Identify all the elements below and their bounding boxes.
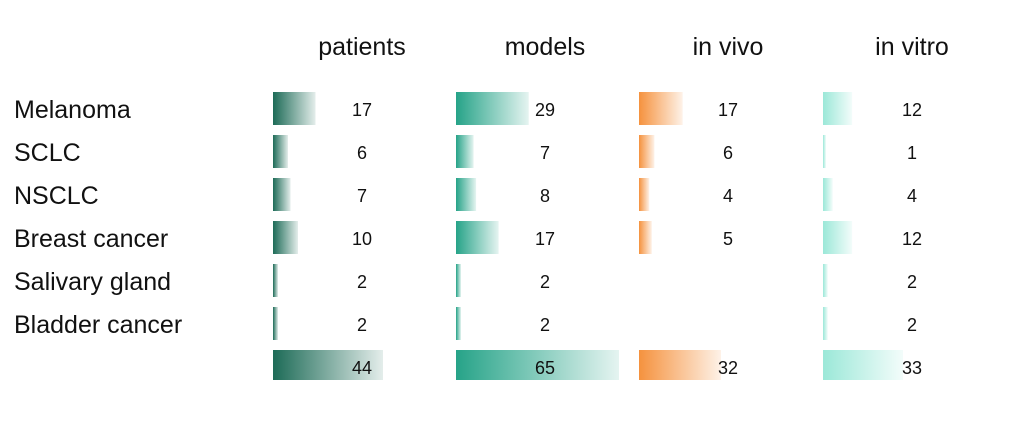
- column-header-in-vitro: in vitro: [875, 33, 949, 61]
- value-bladder-cancer-models: 2: [540, 315, 550, 335]
- row-label-nsclc: NSCLC: [14, 182, 99, 210]
- row-label-sclc: SCLC: [14, 139, 81, 167]
- value-melanoma-in-vitro: 12: [902, 100, 922, 120]
- row-label-melanoma: Melanoma: [14, 96, 131, 124]
- bar-breast-cancer-models: [456, 221, 499, 254]
- bar-salivary-gland-patients: [273, 264, 278, 297]
- bar-nsclc-in-vitro: [823, 178, 833, 211]
- bar-bladder-cancer-patients: [273, 307, 278, 340]
- value-breast-cancer-in-vivo: 5: [723, 229, 733, 249]
- value-breast-cancer-models: 17: [535, 229, 555, 249]
- value-nsclc-in-vivo: 4: [723, 186, 733, 206]
- total-value-models: 65: [535, 358, 555, 378]
- value-sclc-in-vitro: 1: [907, 143, 917, 163]
- column-header-patients: patients: [318, 33, 406, 61]
- bar-salivary-gland-models: [456, 264, 461, 297]
- total-bar-models: [456, 350, 619, 380]
- total-value-in-vitro: 33: [902, 358, 922, 378]
- row-label-bladder-cancer: Bladder cancer: [14, 311, 182, 339]
- value-melanoma-models: 29: [535, 100, 555, 120]
- value-melanoma-in-vivo: 17: [718, 100, 738, 120]
- bar-melanoma-in-vitro: [823, 92, 853, 125]
- value-salivary-gland-in-vitro: 2: [907, 272, 917, 292]
- bar-salivary-gland-in-vitro: [823, 264, 828, 297]
- total-value-patients: 44: [352, 358, 372, 378]
- bar-bladder-cancer-models: [456, 307, 461, 340]
- bar-melanoma-models: [456, 92, 529, 125]
- value-salivary-gland-patients: 2: [357, 272, 367, 292]
- bar-sclc-in-vivo: [639, 135, 655, 168]
- value-breast-cancer-in-vitro: 12: [902, 229, 922, 249]
- value-sclc-models: 7: [540, 143, 550, 163]
- bar-nsclc-in-vivo: [639, 178, 650, 211]
- bar-nsclc-patients: [273, 178, 291, 211]
- total-bar-in-vivo: [639, 350, 721, 380]
- total-bar-patients: [273, 350, 383, 380]
- total-bar-in-vitro: [823, 350, 903, 380]
- value-nsclc-patients: 7: [357, 186, 367, 206]
- total-value-in-vivo: 32: [718, 358, 738, 378]
- value-nsclc-in-vitro: 4: [907, 186, 917, 206]
- value-nsclc-models: 8: [540, 186, 550, 206]
- value-melanoma-patients: 17: [352, 100, 372, 120]
- bar-breast-cancer-in-vitro: [823, 221, 853, 254]
- row-label-breast-cancer: Breast cancer: [14, 225, 168, 253]
- column-header-models: models: [505, 33, 586, 61]
- bar-sclc-patients: [273, 135, 288, 168]
- bar-sclc-models: [456, 135, 474, 168]
- value-breast-cancer-patients: 10: [352, 229, 372, 249]
- column-header-in-vivo: in vivo: [693, 33, 764, 61]
- value-salivary-gland-models: 2: [540, 272, 550, 292]
- value-bladder-cancer-patients: 2: [357, 315, 367, 335]
- row-label-salivary-gland: Salivary gland: [14, 268, 171, 296]
- bar-melanoma-patients: [273, 92, 316, 125]
- bar-sclc-in-vitro: [823, 135, 826, 168]
- bar-melanoma-in-vivo: [639, 92, 683, 125]
- bar-bladder-cancer-in-vitro: [823, 307, 828, 340]
- bar-breast-cancer-in-vivo: [639, 221, 652, 254]
- bar-nsclc-models: [456, 178, 477, 211]
- value-sclc-in-vivo: 6: [723, 143, 733, 163]
- value-bladder-cancer-in-vitro: 2: [907, 315, 917, 335]
- bar-breast-cancer-patients: [273, 221, 298, 254]
- value-sclc-patients: 6: [357, 143, 367, 163]
